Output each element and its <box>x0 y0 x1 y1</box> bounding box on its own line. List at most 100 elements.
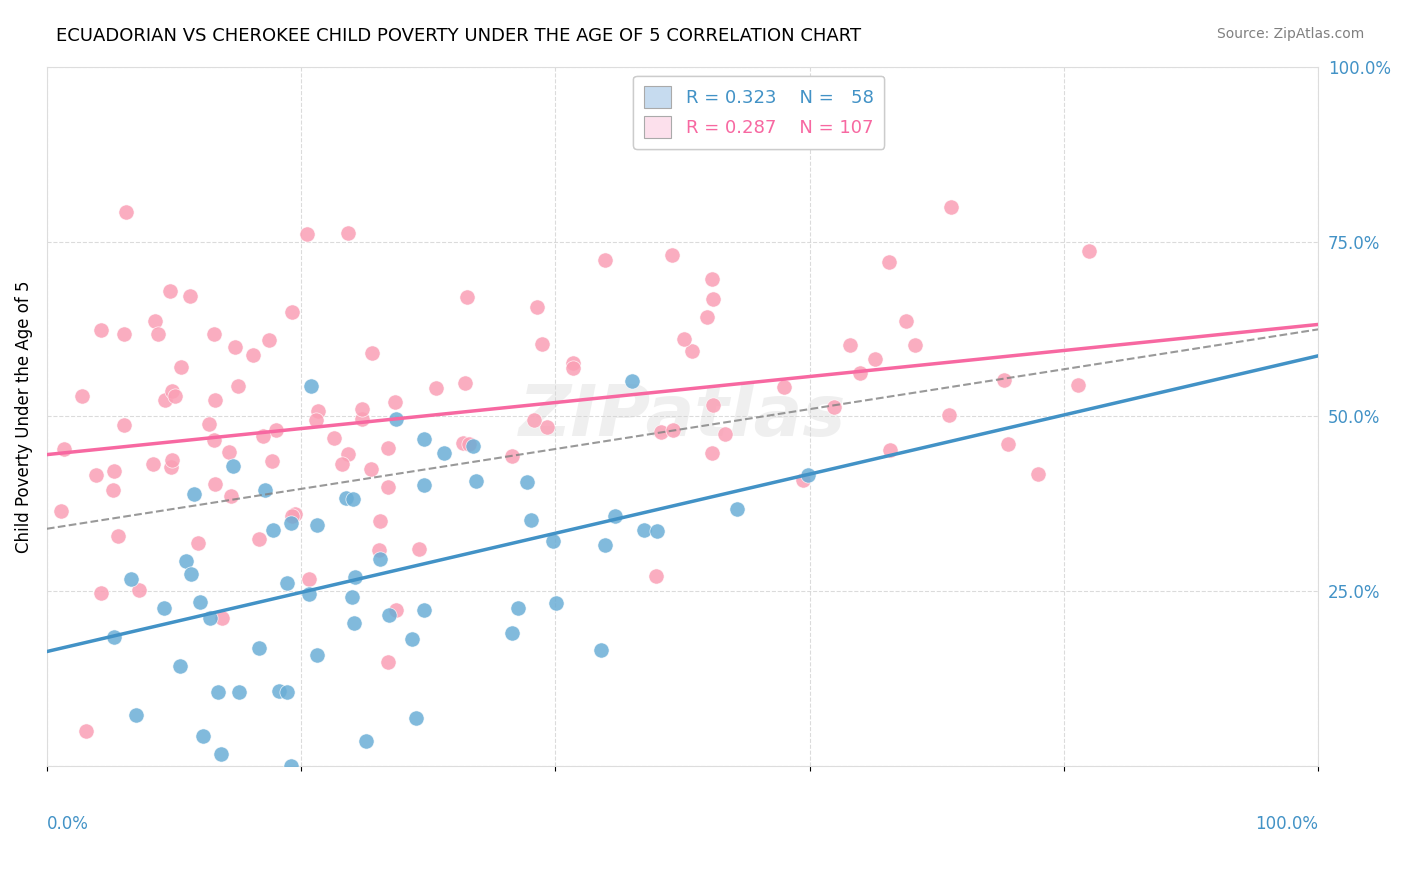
Point <box>221 459 243 474</box>
Point <box>159 284 181 298</box>
Point <box>454 376 477 391</box>
Point <box>352 412 374 426</box>
Point <box>112 417 135 432</box>
Point <box>377 442 399 456</box>
Point <box>207 685 229 699</box>
Point <box>153 392 176 407</box>
Point <box>773 380 796 394</box>
Point <box>368 552 391 566</box>
Point <box>700 446 723 460</box>
Point <box>385 602 408 616</box>
Legend: R = 0.323    N =   58, R = 0.287    N = 107: R = 0.323 N = 58, R = 0.287 N = 107 <box>633 76 884 149</box>
Point <box>299 379 322 393</box>
Point <box>526 300 548 314</box>
Y-axis label: Child Poverty Under the Age of 5: Child Poverty Under the Age of 5 <box>15 280 32 553</box>
Point <box>335 491 357 506</box>
Point <box>792 473 814 487</box>
Point <box>725 501 748 516</box>
Point <box>595 538 617 552</box>
Point <box>714 427 737 442</box>
Point <box>160 453 183 467</box>
Point <box>337 447 360 461</box>
Point <box>153 601 176 615</box>
Point <box>163 389 186 403</box>
Point <box>219 489 242 503</box>
Point <box>224 340 246 354</box>
Point <box>352 402 374 417</box>
Point <box>281 305 304 319</box>
Point <box>696 310 718 324</box>
Text: Source: ZipAtlas.com: Source: ZipAtlas.com <box>1216 27 1364 41</box>
Point <box>169 659 191 673</box>
Point <box>384 394 406 409</box>
Point <box>412 603 434 617</box>
Point <box>170 359 193 374</box>
Point <box>323 431 346 445</box>
Point <box>202 327 225 342</box>
Point <box>458 437 481 451</box>
Point <box>247 533 270 547</box>
Point <box>516 475 538 489</box>
Point <box>645 569 668 583</box>
Point <box>412 432 434 446</box>
Point <box>53 442 76 457</box>
Point <box>650 425 672 439</box>
Point <box>501 625 523 640</box>
Point <box>456 290 478 304</box>
Point <box>385 412 408 426</box>
Text: 0.0%: 0.0% <box>46 815 89 833</box>
Point <box>280 758 302 772</box>
Point <box>142 458 165 472</box>
Point <box>198 417 221 431</box>
Point <box>228 685 250 699</box>
Point <box>377 480 399 494</box>
Point <box>305 413 328 427</box>
Point <box>839 337 862 351</box>
Point <box>202 433 225 447</box>
Point <box>49 504 72 518</box>
Point <box>530 337 553 351</box>
Point <box>401 632 423 646</box>
Point <box>267 684 290 698</box>
Text: ECUADORIAN VS CHEROKEE CHILD POVERTY UNDER THE AGE OF 5 CORRELATION CHART: ECUADORIAN VS CHEROKEE CHILD POVERTY UND… <box>56 27 862 45</box>
Point <box>541 533 564 548</box>
Text: 100.0%: 100.0% <box>1256 815 1319 833</box>
Point <box>546 596 568 610</box>
Point <box>343 570 366 584</box>
Point <box>266 423 288 437</box>
Point <box>408 541 430 556</box>
Point <box>681 344 703 359</box>
Point <box>112 327 135 342</box>
Point <box>179 289 201 303</box>
Point <box>160 459 183 474</box>
Point <box>280 516 302 531</box>
Point <box>461 439 484 453</box>
Point <box>262 523 284 537</box>
Point <box>938 409 960 423</box>
Point <box>620 375 643 389</box>
Point <box>823 401 845 415</box>
Point <box>295 227 318 241</box>
Point <box>103 631 125 645</box>
Point <box>276 685 298 699</box>
Point <box>297 572 319 586</box>
Point <box>342 590 364 604</box>
Point <box>103 464 125 478</box>
Point <box>425 381 447 395</box>
Point <box>101 483 124 498</box>
Point <box>198 611 221 625</box>
Point <box>204 393 226 408</box>
Point <box>702 398 724 412</box>
Point <box>368 514 391 528</box>
Point <box>1067 378 1090 392</box>
Point <box>204 477 226 491</box>
Point <box>593 253 616 268</box>
Point <box>307 403 329 417</box>
Point <box>849 367 872 381</box>
Point <box>561 361 583 376</box>
Point <box>90 586 112 600</box>
Point <box>361 345 384 359</box>
Point <box>120 572 142 586</box>
Point <box>146 327 169 342</box>
Point <box>879 442 901 457</box>
